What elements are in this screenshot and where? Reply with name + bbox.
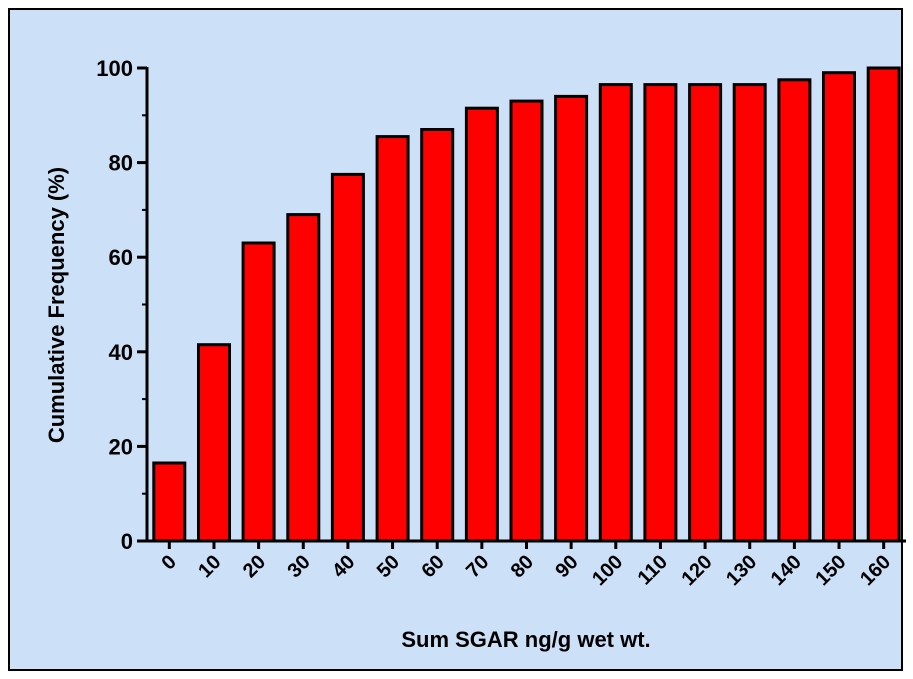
- bar-90: [554, 94, 589, 543]
- x-tick-label: 80: [507, 551, 538, 582]
- x-tick-label: 150: [811, 551, 850, 590]
- x-tick-label: 10: [194, 551, 225, 582]
- y-tick-label: 20: [109, 434, 133, 459]
- bar-40: [330, 172, 365, 543]
- y-tick-label: 100: [96, 56, 133, 81]
- y-tick-label: 40: [109, 340, 133, 365]
- bar-150: [822, 71, 856, 543]
- bar-110: [643, 83, 678, 543]
- bar-100: [598, 83, 633, 543]
- bar-160: [866, 66, 901, 543]
- x-tick-label: 40: [328, 551, 359, 582]
- y-axis-label: Cumulative Frequency (%): [44, 167, 69, 443]
- x-tick-label: 0: [157, 551, 180, 574]
- x-tick-label: 60: [417, 551, 448, 582]
- bar-130: [732, 83, 767, 543]
- bar-60: [420, 128, 455, 543]
- x-tick-label: 130: [722, 551, 761, 590]
- x-tick-label: 110: [634, 551, 672, 589]
- x-axis-label: Sum SGAR ng/g wet wt.: [401, 627, 650, 652]
- bar-0: [152, 461, 187, 543]
- bar-20: [241, 241, 276, 543]
- bar-70: [464, 106, 499, 543]
- bar-120: [688, 83, 723, 543]
- bar-50: [375, 135, 410, 543]
- x-tick-label: 160: [856, 551, 895, 590]
- bar-10: [197, 343, 231, 543]
- x-tick-label: 20: [239, 551, 270, 582]
- y-tick-label: 0: [121, 529, 133, 554]
- bar-140: [777, 78, 812, 543]
- x-tick-label: 30: [284, 551, 315, 582]
- y-tick-label: 80: [109, 151, 133, 176]
- y-tick-label: 60: [109, 245, 133, 270]
- x-tick-label: 50: [373, 551, 404, 582]
- x-tick-label: 140: [767, 551, 806, 590]
- x-tick-label: 90: [551, 551, 582, 582]
- bar-80: [509, 99, 544, 543]
- bars-group: [152, 66, 901, 543]
- bar-30: [286, 213, 321, 543]
- x-tick-label: 70: [462, 551, 493, 582]
- x-tick-label: 120: [677, 551, 716, 590]
- x-tick-label: 100: [588, 551, 627, 590]
